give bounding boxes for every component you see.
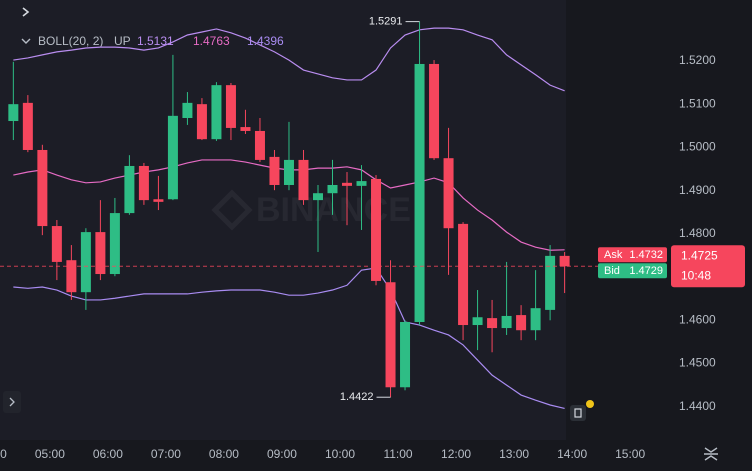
side-button[interactable] <box>3 391 21 413</box>
candle-body <box>385 282 396 388</box>
candle-body <box>124 165 135 214</box>
candle-body <box>298 159 309 201</box>
candle-body <box>312 193 323 201</box>
low-label: 1.4422 <box>340 391 374 403</box>
candle-body <box>8 104 19 122</box>
x-tick-label: 13:00 <box>499 447 529 461</box>
candle-body <box>414 63 425 323</box>
x-tick-label: 11:00 <box>383 447 412 461</box>
candle-body <box>167 115 178 200</box>
candle-body <box>95 232 106 275</box>
y-tick-label: 1.4900 <box>679 183 716 197</box>
candle-body <box>51 226 62 262</box>
candle-body <box>269 156 280 185</box>
y-tick-label: 1.4600 <box>679 312 716 326</box>
watermark: BINANCE <box>211 189 411 231</box>
ask-box <box>598 247 667 263</box>
candle-body <box>283 159 294 185</box>
candle-body <box>22 102 33 150</box>
last-price: 1.4725 <box>681 248 718 262</box>
band-line <box>13 267 565 410</box>
indicator-name: BOLL(20, 2) <box>38 34 103 48</box>
y-tick-label: 1.4400 <box>679 399 716 413</box>
event-icon-glyph <box>574 408 582 418</box>
expand-icon[interactable] <box>22 7 30 17</box>
y-tick-label: 1.5100 <box>679 96 716 110</box>
indicator-value: 1.5131 <box>137 34 174 48</box>
candle-body <box>240 127 251 131</box>
bid-label: Bid <box>604 265 620 277</box>
high-label: 1.5291 <box>369 16 403 28</box>
x-tick-label: 04:00 <box>0 447 7 461</box>
watermark-text: BINANCE <box>256 191 411 229</box>
countdown: 10:48 <box>681 268 711 282</box>
candle-body <box>327 184 338 194</box>
candle-body <box>545 255 556 310</box>
candle-body <box>211 85 222 140</box>
candle-body <box>429 63 440 159</box>
indicator-region <box>0 0 566 440</box>
y-tick-label: 1.4500 <box>679 356 716 370</box>
x-tick-label: 08:00 <box>209 447 239 461</box>
x-tick-label: 09:00 <box>267 447 297 461</box>
price-box <box>671 245 745 288</box>
candle-body <box>225 85 236 128</box>
watermark-logo <box>211 189 253 231</box>
bid-box <box>598 263 667 279</box>
candle-body <box>443 158 454 229</box>
indicator-value: 1.4763 <box>193 34 230 48</box>
candle-body <box>458 223 469 326</box>
indicator-tag: UP <box>114 34 131 48</box>
y-tick-label: 1.5200 <box>679 53 716 67</box>
candle-body <box>196 104 207 140</box>
band-line <box>13 27 565 92</box>
x-tick-label: 10:00 <box>325 447 355 461</box>
side-arrow <box>9 397 15 407</box>
candle-body <box>356 181 367 186</box>
candle-body <box>516 315 527 331</box>
candle-body <box>254 130 265 160</box>
x-tick-label: 14:00 <box>557 447 587 461</box>
x-tick-label: 05:00 <box>35 447 65 461</box>
candle-body <box>530 308 541 331</box>
candle-body <box>80 232 91 293</box>
x-tick-label: 15:00 <box>615 447 645 461</box>
candle-body <box>501 315 512 329</box>
y-tick-label: 1.5000 <box>679 140 716 154</box>
candle-body <box>472 317 483 326</box>
x-tick-label: 07:00 <box>151 447 181 461</box>
bid-price: 1.4729 <box>629 265 663 277</box>
candle-body <box>138 165 149 201</box>
indicator-value: 1.4396 <box>247 34 284 48</box>
candle-body <box>400 322 411 388</box>
event-dot <box>586 400 594 408</box>
candle-body <box>153 199 164 202</box>
candle-body <box>342 182 353 186</box>
candle-body <box>559 255 570 267</box>
y-tick-label: 1.4800 <box>679 226 716 240</box>
event-icon[interactable] <box>570 405 586 421</box>
ask-label: Ask <box>604 249 623 261</box>
candle-body <box>109 213 120 275</box>
candle-body <box>371 178 382 281</box>
scale-toggle[interactable] <box>704 447 718 461</box>
candle-body <box>487 318 498 329</box>
candle-body <box>66 260 77 293</box>
x-tick-label: 12:00 <box>441 447 471 461</box>
candle-body <box>182 102 193 118</box>
x-tick-label: 06:00 <box>93 447 123 461</box>
candle-body <box>37 149 48 227</box>
collapse-icon[interactable] <box>21 38 31 44</box>
ask-price: 1.4732 <box>629 249 663 261</box>
